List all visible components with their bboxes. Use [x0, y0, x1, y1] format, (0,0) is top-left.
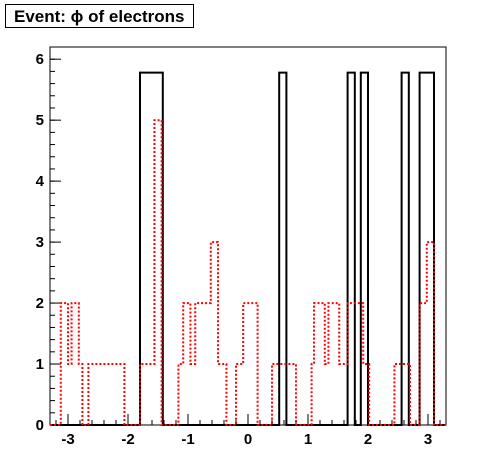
y-tick-label: 6: [36, 51, 44, 68]
plot-frame: [49, 46, 447, 426]
x-tick-label: -1: [181, 431, 194, 448]
y-tick-label: 5: [36, 112, 44, 129]
y-tick-label: 0: [36, 417, 44, 434]
x-tick-label: 3: [424, 431, 432, 448]
y-tick-label: 1: [36, 356, 44, 373]
y-tick-label: 3: [36, 234, 44, 251]
series-layer: [50, 71, 446, 426]
x-tick-label: 2: [364, 431, 372, 448]
y-tick-label: 4: [36, 173, 45, 190]
chart-title: Event: ϕ of electrons: [5, 4, 194, 28]
x-tick-label: 0: [244, 431, 252, 448]
axis-ticks: -3 -2 -1 0 1 2 3 0 1 2 3 4 5 6: [36, 51, 441, 448]
y-tick-label: 2: [36, 295, 44, 312]
series-black-solid-line: [50, 71, 446, 426]
x-tick-label: -2: [121, 431, 134, 448]
series-red-dotted-line: [50, 119, 446, 426]
x-tick-label: 1: [304, 431, 312, 448]
x-tick-label: -3: [61, 431, 74, 448]
